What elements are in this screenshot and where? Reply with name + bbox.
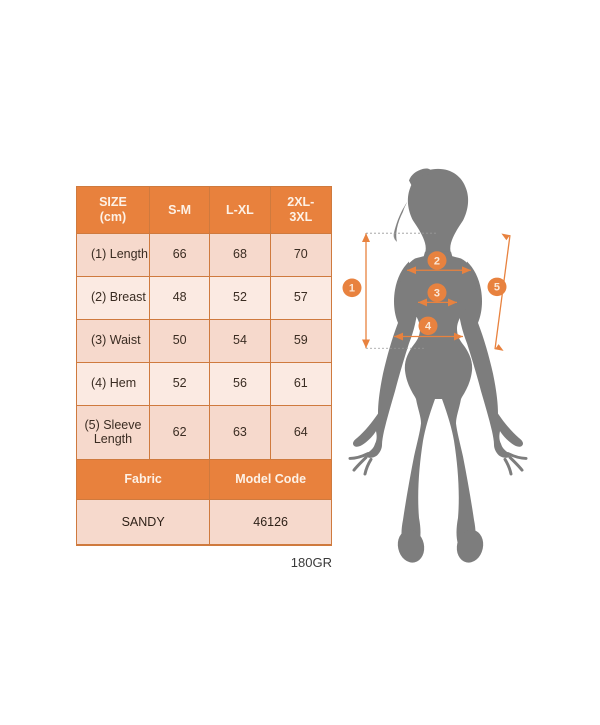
svg-text:3: 3 [434, 288, 440, 300]
svg-text:2: 2 [434, 256, 440, 268]
svg-text:1: 1 [349, 283, 355, 295]
svg-text:4: 4 [425, 321, 431, 333]
svg-text:5: 5 [494, 282, 500, 294]
